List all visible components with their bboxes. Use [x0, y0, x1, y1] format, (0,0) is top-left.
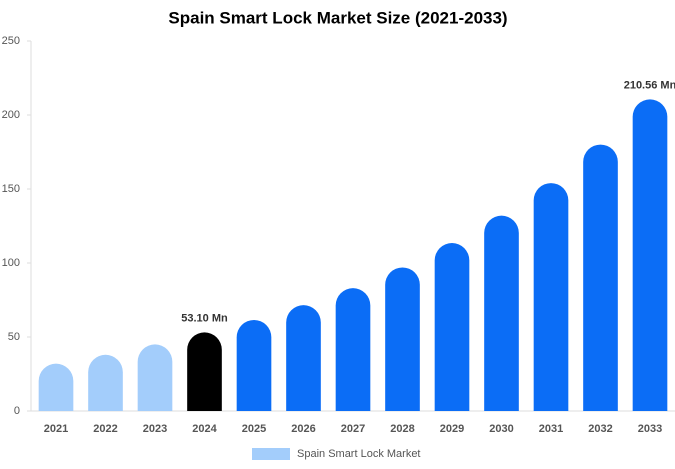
bar — [88, 354, 123, 411]
bar — [434, 243, 470, 411]
bar — [632, 99, 668, 411]
x-tick-label: 2026 — [291, 423, 315, 435]
x-tick-label: 2027 — [341, 423, 365, 435]
value-label: 53.10 Mn — [181, 312, 228, 324]
x-tick-label: 2032 — [588, 423, 612, 435]
x-tick-label: 2030 — [489, 423, 513, 435]
bar — [236, 319, 272, 411]
x-tick-label: 2021 — [44, 423, 68, 435]
bar — [187, 332, 222, 411]
bar — [137, 344, 173, 411]
legend-label: Spain Smart Lock Market — [297, 448, 421, 460]
bar — [38, 363, 74, 411]
value-label: 210.56 Mn — [624, 79, 675, 91]
y-tick-label: 50 — [8, 331, 20, 343]
y-tick-label: 150 — [2, 183, 20, 195]
x-tick-label: 2029 — [440, 423, 464, 435]
x-tick-label: 2024 — [192, 423, 217, 435]
x-tick-label: 2022 — [93, 423, 117, 435]
y-tick-label: 100 — [2, 257, 20, 269]
x-tick-label: 2028 — [390, 423, 414, 435]
bar — [583, 144, 618, 411]
x-tick-label: 2031 — [539, 423, 563, 435]
bar — [385, 267, 420, 411]
bar — [533, 183, 569, 411]
bar — [484, 215, 519, 411]
x-tick-label: 2025 — [242, 423, 266, 435]
y-tick-label: 200 — [2, 109, 20, 121]
legend-swatch — [252, 448, 290, 460]
bar — [286, 305, 321, 411]
bar — [335, 288, 371, 411]
y-tick-label: 250 — [2, 35, 20, 47]
y-tick-label: 0 — [14, 405, 20, 417]
x-tick-label: 2023 — [143, 423, 167, 435]
x-tick-label: 2033 — [638, 423, 662, 435]
chart-title: Spain Smart Lock Market Size (2021-2033) — [168, 8, 507, 27]
